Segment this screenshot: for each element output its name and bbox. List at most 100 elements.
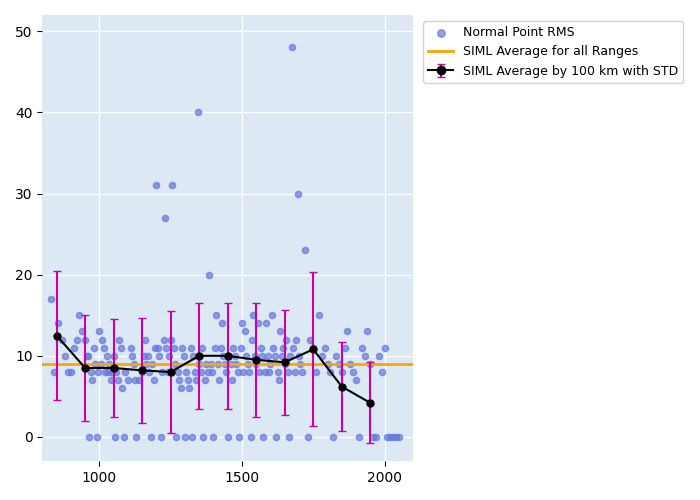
Normal Point RMS: [113, 336, 125, 344]
Normal Point RMS: [299, 246, 310, 254]
Normal Point RMS: [391, 433, 402, 441]
Normal Point RMS: [265, 360, 276, 368]
Normal Point RMS: [102, 368, 113, 376]
Normal Point RMS: [68, 344, 79, 351]
Normal Point RMS: [134, 376, 145, 384]
Normal Point RMS: [275, 328, 286, 336]
Normal Point RMS: [97, 336, 108, 344]
Normal Point RMS: [260, 320, 272, 328]
Normal Point RMS: [95, 360, 106, 368]
Normal Point RMS: [290, 336, 302, 344]
Normal Point RMS: [285, 352, 296, 360]
Normal Point RMS: [88, 344, 99, 351]
Normal Point RMS: [167, 182, 178, 190]
Normal Point RMS: [185, 344, 196, 351]
Normal Point RMS: [282, 368, 293, 376]
Normal Point RMS: [279, 360, 290, 368]
Normal Point RMS: [328, 433, 339, 441]
Normal Point RMS: [393, 433, 405, 441]
Normal Point RMS: [199, 376, 211, 384]
Normal Point RMS: [244, 368, 255, 376]
Normal Point RMS: [284, 433, 295, 441]
Normal Point RMS: [48, 368, 60, 376]
Normal Point RMS: [84, 433, 95, 441]
Normal Point RMS: [125, 344, 136, 351]
Normal Point RMS: [186, 433, 197, 441]
Normal Point RMS: [281, 336, 292, 344]
Normal Point RMS: [201, 360, 212, 368]
Normal Point RMS: [87, 376, 98, 384]
Normal Point RMS: [228, 344, 239, 351]
Normal Point RMS: [255, 344, 266, 351]
Normal Point RMS: [128, 360, 139, 368]
Normal Point RMS: [248, 311, 259, 319]
Normal Point RMS: [83, 352, 94, 360]
Normal Point RMS: [205, 360, 216, 368]
Normal Point RMS: [231, 360, 242, 368]
Normal Point RMS: [296, 368, 307, 376]
Normal Point RMS: [226, 376, 237, 384]
Normal Point RMS: [278, 344, 289, 351]
Normal Point RMS: [246, 336, 258, 344]
Normal Point RMS: [190, 376, 202, 384]
Normal Point RMS: [52, 320, 64, 328]
Normal Point RMS: [242, 360, 253, 368]
Normal Point RMS: [195, 368, 206, 376]
Normal Point RMS: [77, 328, 88, 336]
Normal Point RMS: [117, 384, 128, 392]
Normal Point RMS: [152, 344, 163, 351]
Normal Point RMS: [336, 368, 347, 376]
Normal Point RMS: [105, 376, 116, 384]
Normal Point RMS: [370, 433, 382, 441]
Normal Point RMS: [388, 433, 399, 441]
Normal Point RMS: [90, 360, 101, 368]
Normal Point RMS: [314, 311, 325, 319]
Normal Point RMS: [182, 376, 193, 384]
Normal Point RMS: [98, 344, 109, 351]
Normal Point RMS: [175, 384, 186, 392]
Normal Point RMS: [354, 433, 365, 441]
Normal Point RMS: [139, 336, 150, 344]
Normal Point RMS: [344, 360, 356, 368]
Normal Point RMS: [271, 433, 282, 441]
Normal Point RMS: [302, 433, 313, 441]
Normal Point RMS: [92, 368, 104, 376]
Normal Point RMS: [162, 368, 174, 376]
Normal Point RMS: [222, 433, 233, 441]
Normal Point RMS: [216, 320, 228, 328]
Normal Point RMS: [356, 344, 368, 351]
Normal Point RMS: [319, 344, 330, 351]
Normal Point RMS: [385, 433, 396, 441]
Normal Point RMS: [130, 376, 141, 384]
Normal Point RMS: [348, 368, 359, 376]
Normal Point RMS: [293, 352, 304, 360]
Normal Point RMS: [229, 352, 240, 360]
Normal Point RMS: [270, 352, 281, 360]
Normal Point RMS: [164, 352, 175, 360]
Legend: Normal Point RMS, SIML Average for all Ranges, SIML Average by 100 km with STD: Normal Point RMS, SIML Average for all R…: [423, 21, 683, 82]
Normal Point RMS: [241, 352, 252, 360]
Normal Point RMS: [218, 352, 229, 360]
Normal Point RMS: [239, 328, 251, 336]
Normal Point RMS: [146, 360, 158, 368]
Normal Point RMS: [145, 433, 156, 441]
Normal Point RMS: [148, 376, 159, 384]
Normal Point RMS: [373, 352, 384, 360]
Normal Point RMS: [209, 344, 220, 351]
Normal Point RMS: [120, 368, 131, 376]
Normal Point RMS: [234, 433, 245, 441]
Normal Point RMS: [237, 320, 248, 328]
Normal Point RMS: [212, 360, 223, 368]
Normal Point RMS: [245, 433, 256, 441]
Normal Point RMS: [101, 352, 112, 360]
Normal Point RMS: [274, 376, 285, 384]
Normal Point RMS: [325, 368, 336, 376]
Normal Point RMS: [155, 433, 167, 441]
Normal Point RMS: [179, 433, 190, 441]
Normal Point RMS: [111, 368, 122, 376]
Normal Point RMS: [169, 360, 181, 368]
Normal Point RMS: [208, 433, 219, 441]
Normal Point RMS: [292, 190, 303, 198]
Normal Point RMS: [106, 368, 118, 376]
Normal Point RMS: [197, 344, 208, 351]
